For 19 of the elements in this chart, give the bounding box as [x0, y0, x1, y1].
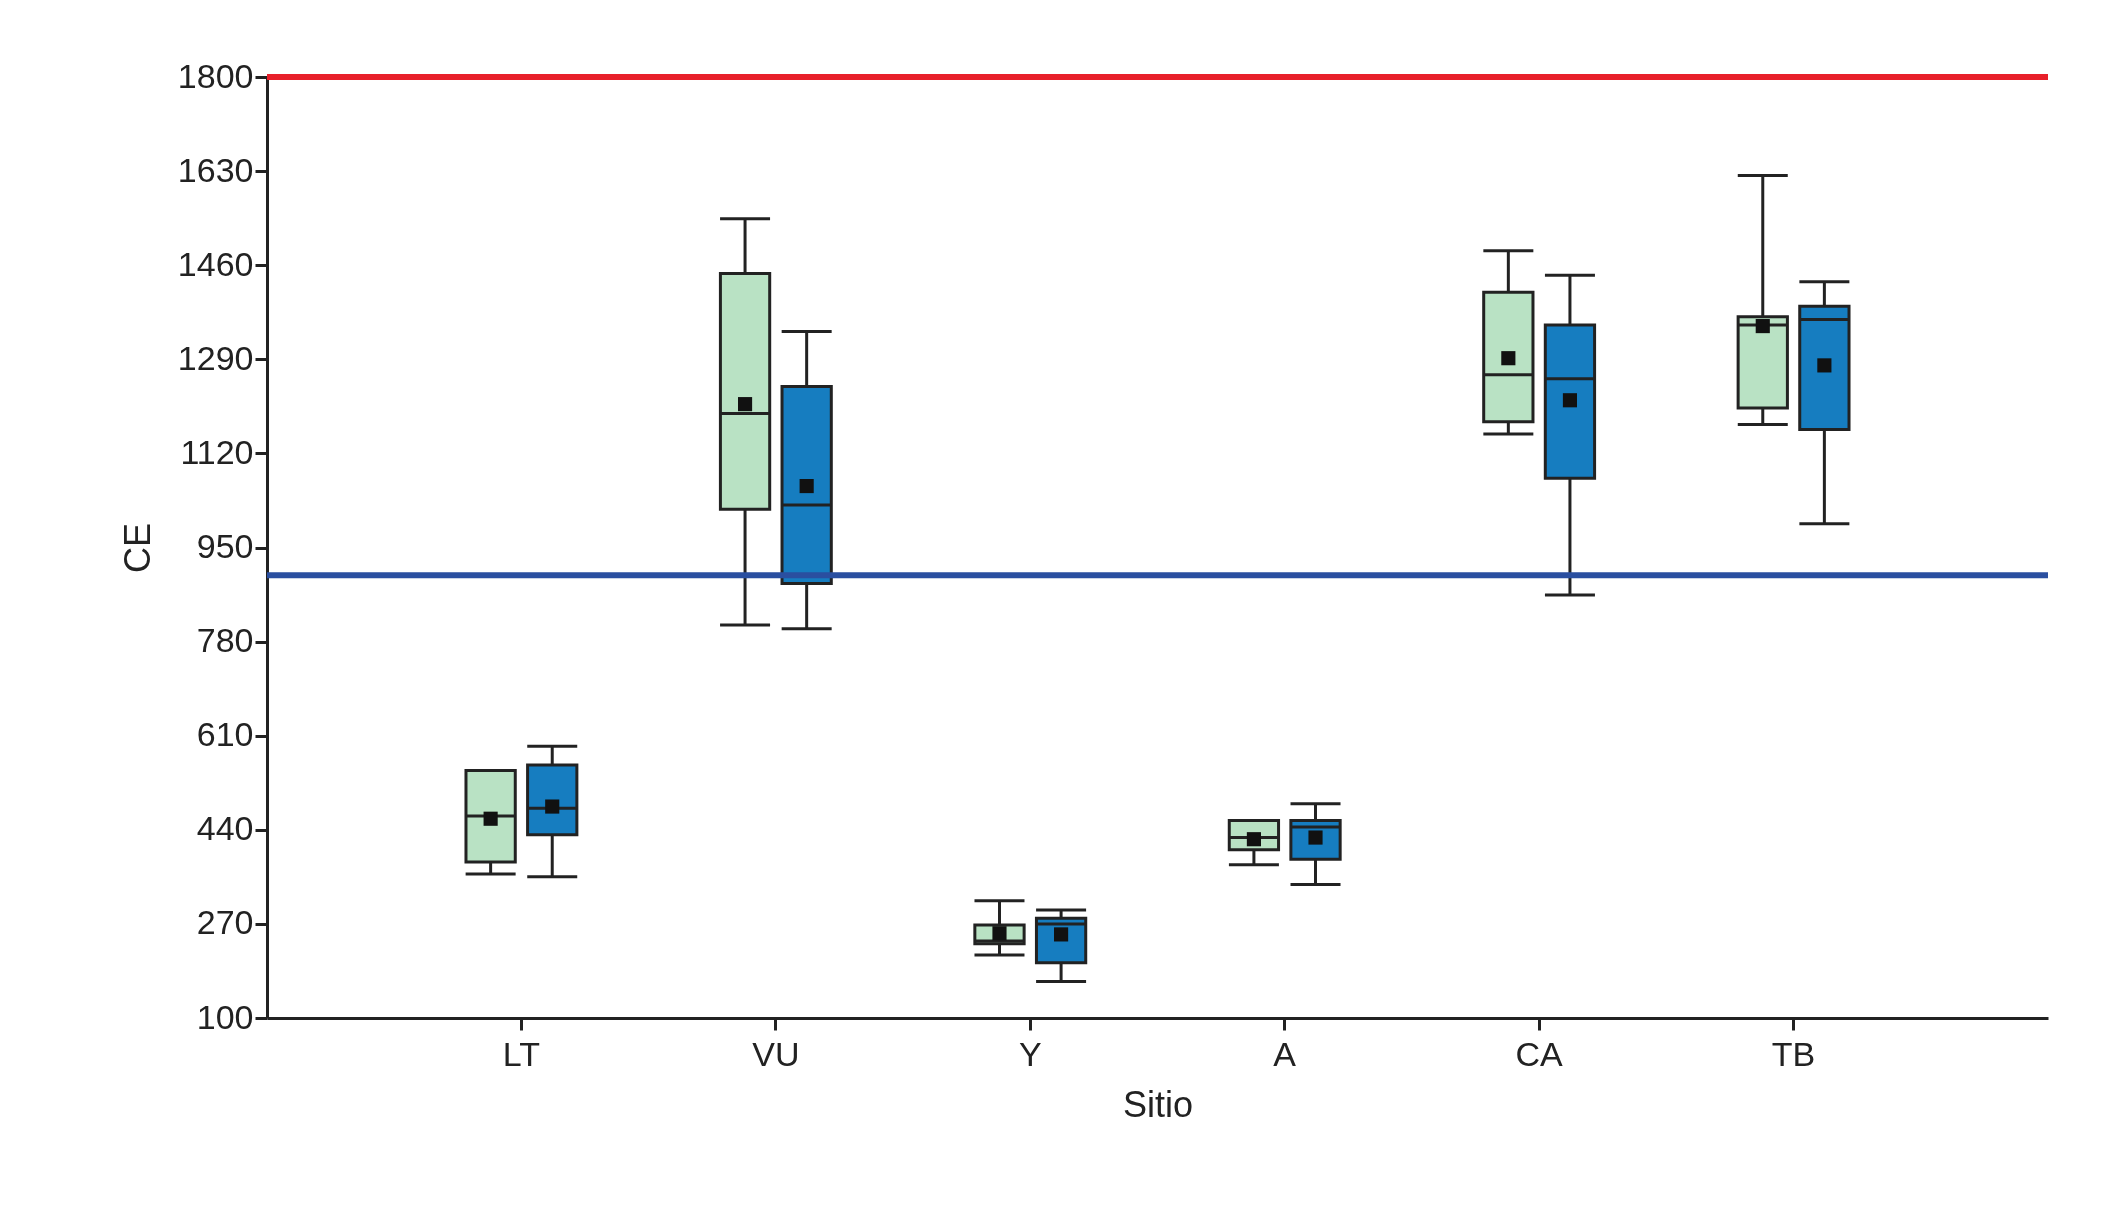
y-tick-label: 950: [196, 527, 254, 565]
y-tick-label: 1460: [177, 244, 254, 283]
x-tick-label: A: [1273, 1034, 1297, 1073]
y-axis-title: CE: [116, 522, 158, 574]
y-tick-label: 1800: [177, 56, 254, 95]
y-tick-label: 610: [196, 715, 254, 754]
y-tick-label: 1290: [177, 338, 254, 377]
x-tick-label: VU: [752, 1034, 800, 1073]
x-tick-label: TB: [1771, 1034, 1816, 1073]
y-tick-label: 1630: [177, 150, 254, 189]
x-tick-label: Y: [1018, 1034, 1042, 1073]
y-tick-label: 100: [196, 997, 254, 1036]
y-tick-label: 440: [196, 809, 254, 848]
y-tick-label: 1120: [180, 432, 254, 471]
y-tick-label: 780: [196, 621, 254, 660]
x-tick-label: LT: [502, 1034, 541, 1073]
x-tick-label: CA: [1515, 1034, 1564, 1073]
y-tick-label: 270: [196, 903, 254, 942]
x-axis-title: Sitio: [1122, 1083, 1194, 1125]
